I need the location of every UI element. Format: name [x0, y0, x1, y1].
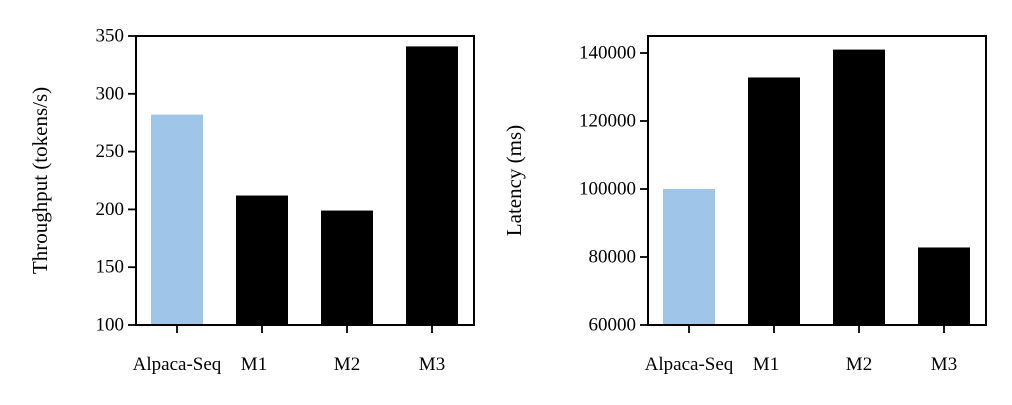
x-tick-label: M2: [334, 354, 360, 375]
y-tick-label: 140000: [579, 43, 636, 64]
y-tick-label: 150: [96, 257, 125, 278]
y-tick-label: 350: [96, 26, 125, 47]
y-tick-label: 60000: [589, 315, 637, 336]
y-tick-label: 100: [96, 315, 125, 336]
bar-m2: [833, 49, 885, 325]
x-tick-label: M2: [846, 354, 872, 375]
throughput-y-axis-label: Throughput (tokens/s): [28, 87, 52, 274]
bar-m1: [748, 77, 800, 325]
bar-m2: [321, 210, 373, 325]
axes-frame: [135, 35, 475, 326]
x-tick-label: M1: [241, 354, 267, 375]
bar-m3: [918, 247, 970, 325]
y-tick-label: 120000: [579, 111, 636, 132]
x-tick-label: Alpaca-Seq: [645, 354, 734, 375]
bar-alpaca-seq: [663, 189, 715, 325]
bar-alpaca-seq: [151, 114, 203, 325]
latency-chart: 60000 80000 100000 120000 140000 Alpaca-Seq M1…: [502, 35, 987, 375]
throughput-chart: 100 150 200 250 300 350 Alpaca-Seq M1 M2 M3 Throug…: [28, 26, 475, 375]
bar-m3: [406, 46, 458, 326]
x-tick-label: M3: [931, 354, 957, 375]
x-tick-label: M1: [753, 354, 779, 375]
y-tick-label: 100000: [579, 179, 636, 200]
x-tick-label: Alpaca-Seq: [133, 354, 222, 375]
bar-m1: [236, 195, 288, 325]
y-tick-label: 250: [96, 141, 125, 162]
latency-y-axis-label: Latency (ms): [502, 125, 526, 236]
y-tick-label: 300: [96, 83, 125, 104]
axes-frame: [647, 35, 987, 326]
y-tick-label: 80000: [589, 247, 637, 268]
x-tick-label: M3: [419, 354, 445, 375]
y-tick-label: 200: [96, 199, 125, 220]
